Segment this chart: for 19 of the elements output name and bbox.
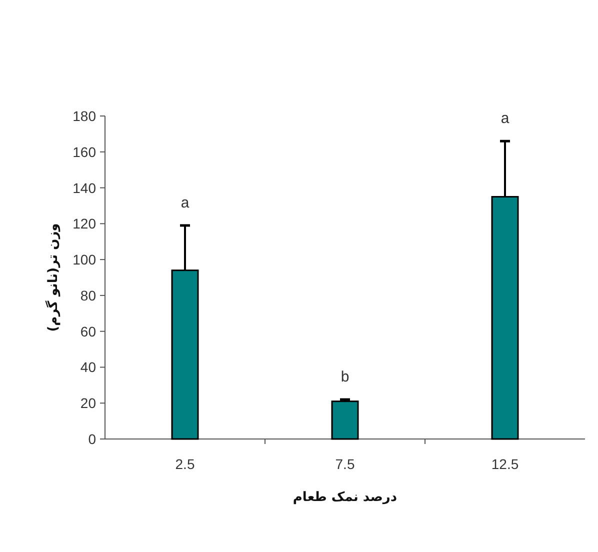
y-tick-label: 140 [72, 180, 96, 196]
bar [331, 400, 359, 440]
y-tick-label: 40 [80, 359, 96, 376]
x-axis-title: درصد نمک طعام [292, 490, 398, 505]
x-tick-label: 12.5 [491, 456, 519, 472]
y-tick-label: 120 [72, 216, 96, 232]
y-tick-label: 60 [80, 323, 96, 340]
y-tick-label: 20 [80, 395, 96, 412]
x-tick-label: 7.5 [335, 456, 355, 472]
annotation: a [500, 110, 510, 128]
y-tick-label: 100 [72, 252, 96, 268]
annotation: b [340, 368, 350, 386]
y-tick-label: 80 [80, 287, 96, 304]
y-tick-label: 160 [72, 144, 96, 160]
y-tick-label: 0 [88, 431, 96, 447]
annotation: a [180, 194, 190, 212]
y-tick-label: 180 [72, 108, 96, 124]
y-axis-title: وزن تر(نانو گرم) [45, 223, 61, 332]
x-tick-label: 2.5 [175, 456, 195, 472]
